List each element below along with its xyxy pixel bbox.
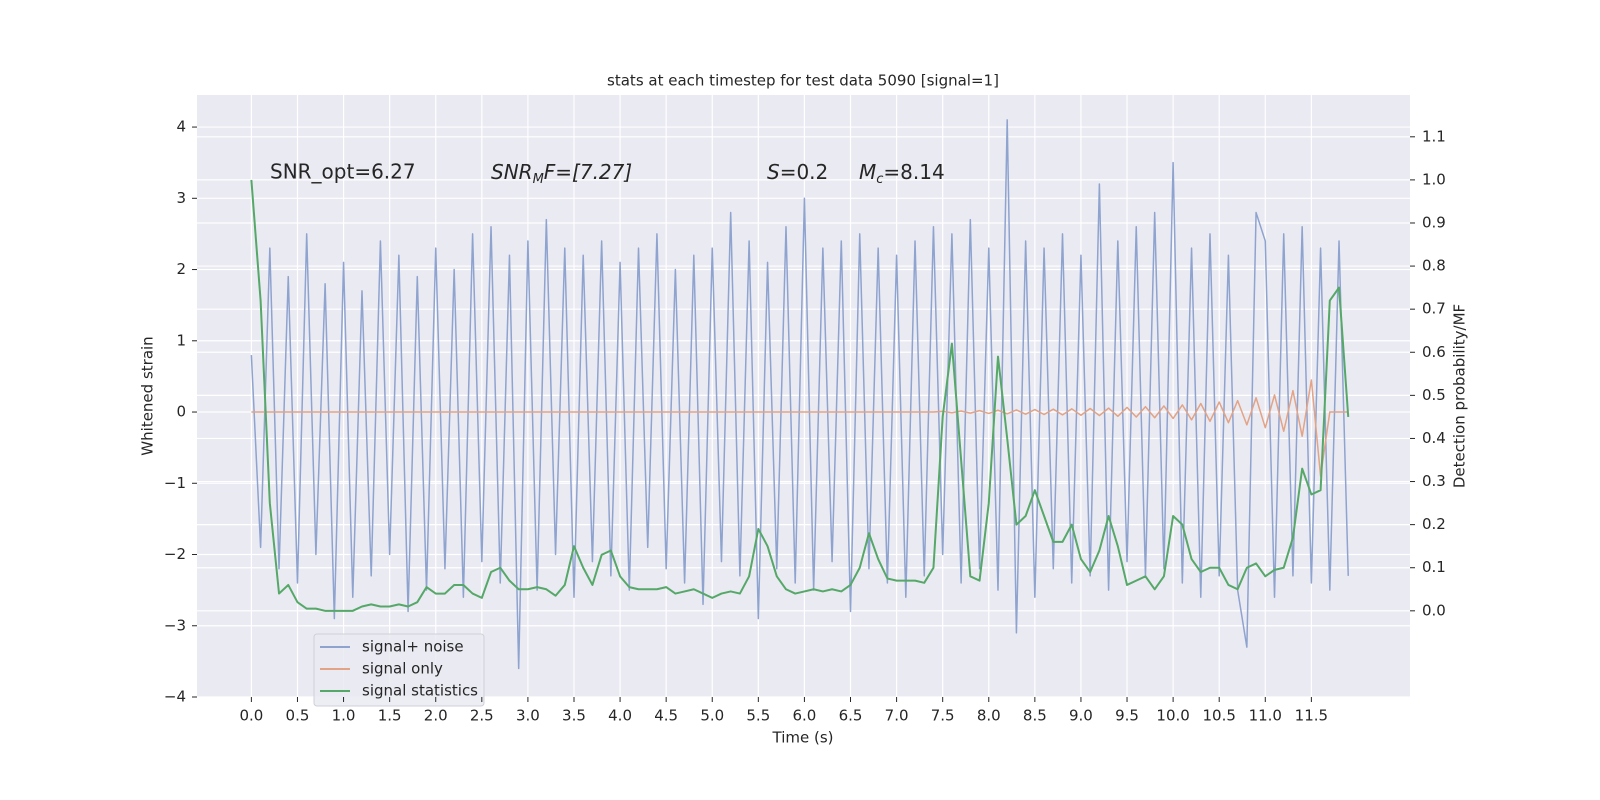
x-axis-label: Time (s) — [772, 729, 834, 747]
symbol: SNR — [491, 160, 533, 184]
y2-tick-label: 0.1 — [1422, 558, 1446, 576]
y2-tick-label: 0.9 — [1422, 213, 1446, 231]
y-tick-label: −4 — [164, 688, 186, 706]
x-tick-label: 7.5 — [931, 707, 955, 725]
y2-tick-label: 0.8 — [1422, 257, 1446, 275]
rest: =8.14 — [883, 160, 944, 184]
chart-title: stats at each timestep for test data 509… — [607, 72, 999, 90]
legend-label: signal+ noise — [362, 638, 464, 656]
x-tick-label: 6.0 — [792, 707, 816, 725]
x-tick-label: 3.0 — [516, 707, 540, 725]
x-tick-label: 8.0 — [977, 707, 1001, 725]
x-tick-label: 4.5 — [654, 707, 678, 725]
y2-tick-label: 0.5 — [1422, 386, 1446, 404]
x-tick-label: 2.0 — [424, 707, 448, 725]
y-tick-label: −3 — [164, 616, 186, 634]
legend-label: signal only — [362, 660, 443, 678]
y-tick-label: 0 — [176, 403, 186, 421]
y-tick-label: 2 — [176, 260, 186, 278]
x-tick-label: 10.0 — [1156, 707, 1189, 725]
y2-tick-label: 0.6 — [1422, 343, 1446, 361]
annotation: Mc=8.14 — [859, 160, 945, 187]
rest: F=[7.27] — [544, 160, 632, 184]
y2-tick-label: 0.3 — [1422, 472, 1446, 490]
y2-tick-label: 0.2 — [1422, 515, 1446, 533]
x-tick-label: 9.0 — [1069, 707, 1093, 725]
y2-tick-label: 1.0 — [1422, 170, 1446, 188]
y2-axis-label: Detection probability/MF — [1451, 304, 1469, 488]
subscript: c — [876, 172, 883, 187]
annotation: SNR_opt=6.27 — [270, 160, 416, 184]
x-tick-label: 5.5 — [746, 707, 770, 725]
x-tick-label: 0.5 — [286, 707, 310, 725]
annotation: SNRMF=[7.27] — [491, 160, 632, 187]
x-tick-label: 11.0 — [1249, 707, 1282, 725]
y-tick-label: 3 — [176, 189, 186, 207]
x-tick-label: 2.5 — [470, 707, 494, 725]
rest: =0.2 — [780, 160, 829, 184]
x-tick-label: 7.0 — [885, 707, 909, 725]
x-tick-label: 0.0 — [239, 707, 263, 725]
legend-box — [313, 633, 485, 707]
x-tick-label: 1.5 — [378, 707, 402, 725]
series-line — [250, 179, 1350, 612]
symbol: M — [859, 160, 876, 184]
y2-tick-label: 0.0 — [1422, 601, 1446, 619]
y-tick-label: −1 — [164, 474, 186, 492]
series-line — [250, 119, 1349, 670]
y2-tick-label: 0.7 — [1422, 300, 1446, 318]
x-tick-label: 9.5 — [1115, 707, 1139, 725]
x-tick-label: 1.0 — [332, 707, 356, 725]
y2-tick-label: 1.1 — [1422, 127, 1446, 145]
y-tick-label: 4 — [176, 118, 186, 136]
x-tick-label: 11.5 — [1295, 707, 1328, 725]
legend-label: signal statistics — [362, 682, 478, 700]
y-tick-label: 1 — [176, 331, 186, 349]
plot-background — [197, 95, 1410, 697]
x-tick-label: 3.5 — [562, 707, 586, 725]
x-tick-label: 8.5 — [1023, 707, 1047, 725]
series-line — [251, 379, 1349, 477]
marks — [250, 119, 1350, 670]
y2-tick-label: 0.4 — [1422, 429, 1446, 447]
y-tick-label: −2 — [164, 545, 186, 563]
subscript: M — [533, 172, 544, 187]
x-tick-label: 5.0 — [700, 707, 724, 725]
annotation: S=0.2 — [767, 160, 828, 184]
symbol: S — [767, 160, 780, 184]
x-tick-label: 4.0 — [608, 707, 632, 725]
x-tick-label: 10.5 — [1202, 707, 1235, 725]
legend: signal+ noise signal only signal statistic… — [313, 633, 485, 707]
x-tick-label: 6.5 — [839, 707, 863, 725]
annotations: SNR_opt=6.27 SNRMF=[7.27] S=0.2 Mc=8.14 — [270, 160, 945, 187]
y-axis-label: Whitened strain — [139, 336, 157, 455]
